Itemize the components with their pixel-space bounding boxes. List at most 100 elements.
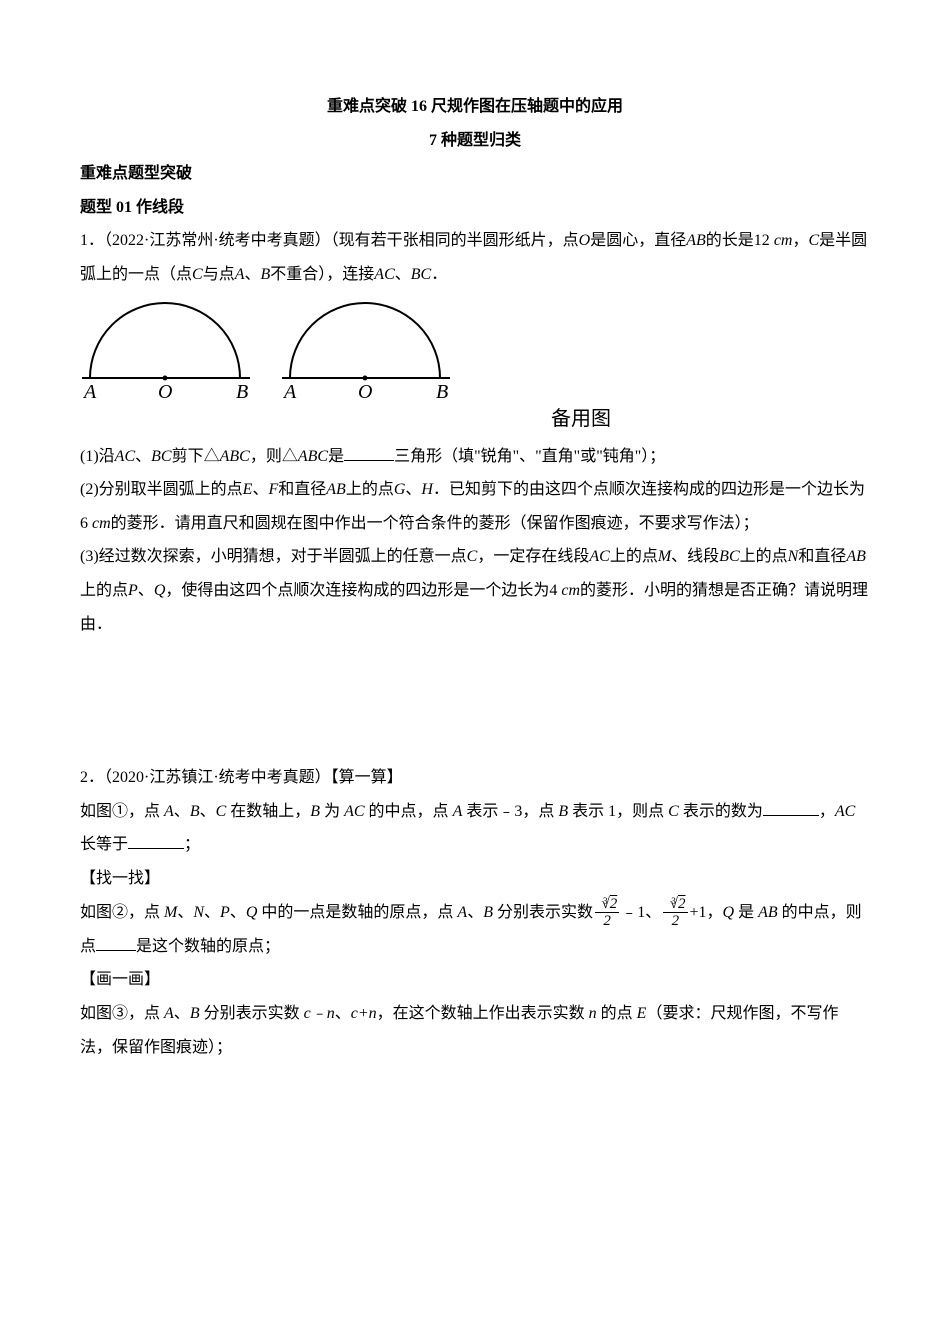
q2l3-e: ，在这个数轴上作出表示实数 <box>377 1005 585 1022</box>
q2-frac-plus: +1， <box>690 904 723 921</box>
q1p3-f: 和直径 <box>798 548 846 565</box>
q2l3-b: 、 <box>174 1005 190 1022</box>
q2-P: P <box>220 904 230 921</box>
frac-sqrt2-over-2-b: 3√22 <box>663 896 687 930</box>
q2l3-f: 的点 <box>601 1005 633 1022</box>
q2-N: N <box>193 904 204 921</box>
figure-caption: 备用图 <box>292 398 870 440</box>
q2-AC: AC <box>344 803 364 820</box>
q1p2-b: 、 <box>252 481 268 498</box>
q1p1-a: (1)沿 <box>80 448 115 465</box>
q2-n: n <box>589 1005 597 1022</box>
q2-B2: B <box>310 803 320 820</box>
q1p2-a: (2)分别取半圆弧上的点 <box>80 481 243 498</box>
q2-A4: A <box>164 1005 174 1022</box>
blank-origin-point <box>96 935 136 951</box>
q1-t7: 、 <box>244 266 260 283</box>
q2-C: C <box>216 803 227 820</box>
q1-t6: 与点 <box>203 266 235 283</box>
q1-t4: ， <box>792 232 808 249</box>
q1p1-e: 是 <box>328 448 344 465</box>
q2l1-d: 在数轴上， <box>230 803 310 820</box>
q2l2-a: 如图②，点 <box>80 904 160 921</box>
blank-ac-length <box>128 833 184 849</box>
q1p2-F: F <box>268 481 278 498</box>
q1-C: C <box>808 232 819 249</box>
q2l2-d: 、 <box>230 904 246 921</box>
q2l2-g: 分别表示实数 <box>497 904 593 921</box>
q2-intro: 2．（2020·江苏镇江·统考中考真题）【算一算】 <box>80 761 870 795</box>
q1p3-BC: BC <box>719 548 739 565</box>
q1-t9: 、 <box>395 266 411 283</box>
q1-cm: cm <box>774 232 793 249</box>
q2-B4: B <box>483 904 493 921</box>
q1p2-cm: cm <box>92 515 111 532</box>
q2l1-a: 如图①，点 <box>80 803 160 820</box>
fig-label-O1: O <box>158 381 172 400</box>
q1p2-e: 、 <box>405 481 421 498</box>
q2-line1: 如图①，点 A、B、C 在数轴上，B 为 AC 的中点，点 A 表示﹣3，点 B… <box>80 795 870 862</box>
q1-prefix: 1．（2022·江苏常州·统考中考真题）（现有若干张相同的半圆形纸片，点 <box>80 232 579 249</box>
q2-B5: B <box>190 1005 200 1022</box>
fig-label-A1: A <box>82 381 97 400</box>
q1-part2: (2)分别取半圆弧上的点E、F和直径AB上的点G、H．已知剪下的由这四个点顺次连… <box>80 473 870 540</box>
q1p3-c: 上的点 <box>610 548 658 565</box>
q2l1-i: 表示的数为 <box>683 803 763 820</box>
q1p1-AC: AC <box>115 448 135 465</box>
q1p3-C: C <box>467 548 478 565</box>
q1p3-N: N <box>788 548 799 565</box>
q2l2-c: 、 <box>204 904 220 921</box>
q1p1-ABC2: ABC <box>298 448 328 465</box>
q1p2-E: E <box>243 481 253 498</box>
q2l1-g: 表示﹣3，点 <box>466 803 554 820</box>
q2l1-l: ； <box>184 836 200 853</box>
fig-label-B2: B <box>436 381 448 400</box>
q1p3-h: 、 <box>138 582 154 599</box>
q2-C2: C <box>668 803 679 820</box>
q2l2-f: 、 <box>467 904 483 921</box>
q1p3-b: ，一定存在线段 <box>477 548 589 565</box>
q2-line2: 如图②，点 M、N、P、Q 中的一点是数轴的原点，点 A、B 分别表示实数3√2… <box>80 896 870 964</box>
q1-C2: C <box>192 266 203 283</box>
q2-B3: B <box>558 803 568 820</box>
q2-cn2: c+n <box>351 1005 377 1022</box>
q1-t8: 不重合），连接 <box>270 266 374 283</box>
q1-figure-container: A O B A O B <box>80 300 870 400</box>
q1p3-AC: AC <box>589 548 609 565</box>
q2-cn1: c﹣n <box>304 1005 335 1022</box>
q1-part1: (1)沿AC、BC剪下△ABC，则△ABC是三角形（填"锐角"、"直角"或"钝角… <box>80 440 870 474</box>
q2-A: A <box>164 803 174 820</box>
q1-AB: AB <box>686 232 706 249</box>
q2-h3: 【画一画】 <box>80 963 870 997</box>
title-main: 重难点突破 16 尺规作图在压轴题中的应用 <box>80 90 870 124</box>
q1p3-Q: Q <box>154 582 166 599</box>
q2-Q: Q <box>246 904 258 921</box>
q1p2-G: G <box>394 481 406 498</box>
q2-E: E <box>637 1005 647 1022</box>
q1-t2: 是圆心，直径 <box>590 232 686 249</box>
q1p2-AB: AB <box>326 481 346 498</box>
q2l2-b: 、 <box>177 904 193 921</box>
q1p1-f: 三角形（填"锐角"、"直角"或"钝角"）； <box>394 448 665 465</box>
q2l1-b: 、 <box>174 803 190 820</box>
q1-O: O <box>579 232 591 249</box>
q2-AB: AB <box>758 904 778 921</box>
q2l1-h: 表示 1，则点 <box>572 803 664 820</box>
fig-label-B1: B <box>236 381 248 400</box>
q2l2-h: 是 <box>738 904 754 921</box>
q2-frac-minus: ﹣1、 <box>621 904 661 921</box>
q1-B: B <box>261 266 271 283</box>
q2-M: M <box>164 904 177 921</box>
q1p3-i: ，使得由这四个点顺次连接构成的四边形是一个边长为4 <box>165 582 557 599</box>
q2-B: B <box>190 803 200 820</box>
q1-t3: 的长是12 <box>706 232 770 249</box>
q1-part3: (3)经过数次探索，小明猜想，对于半圆弧上的任意一点C，一定存在线段AC上的点M… <box>80 540 870 641</box>
heading-breakthrough: 重难点题型突破 <box>80 157 870 191</box>
q2l3-d: 、 <box>335 1005 351 1022</box>
spacing-gap <box>80 641 870 761</box>
frac-sqrt2-over-2-a: 3√22 <box>595 896 619 930</box>
q1p3-a: (3)经过数次探索，小明猜想，对于半圆弧上的任意一点 <box>80 548 467 565</box>
q2l1-j: ， <box>819 803 835 820</box>
semicircle-figure: A O B A O B <box>80 300 460 400</box>
q2-Q2: Q <box>723 904 735 921</box>
